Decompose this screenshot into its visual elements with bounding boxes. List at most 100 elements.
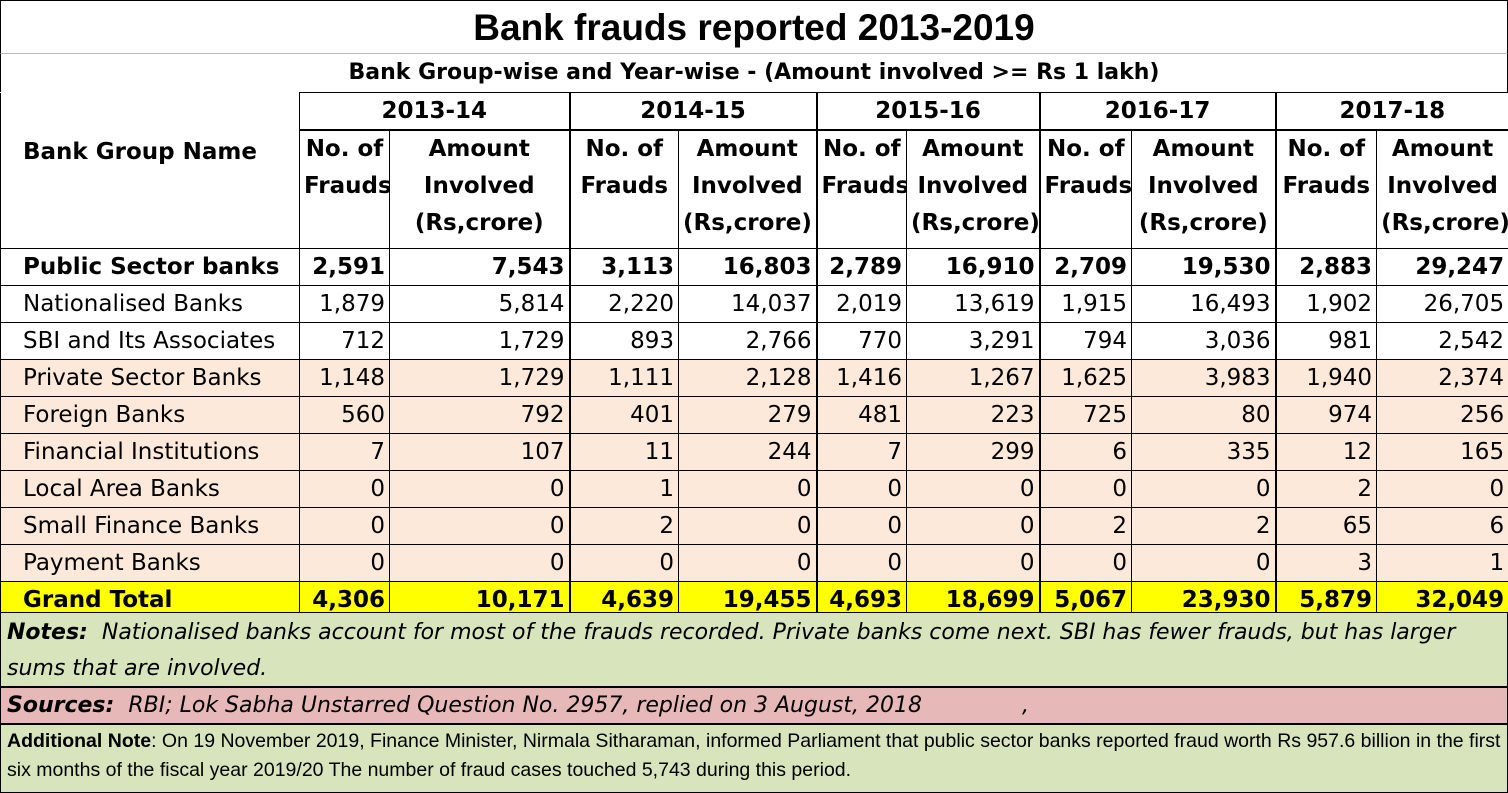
frauds-count-cell: 560 [299,396,390,434]
table-row: Local Area Banks 0 0 1 0 0 0 0 0 2 0 [0,470,1508,508]
frauds-count-cell: 2,019 [815,285,908,323]
frauds-count-cell: 2 [1274,470,1378,508]
amount-cell: 14,037 [678,285,818,323]
frauds-count-cell: 2 [568,507,680,545]
bank-group-name: Local Area Banks [0,470,300,508]
amount-cell: 80 [1131,396,1277,434]
amount-cell: 19,530 [1131,248,1277,286]
amount-cell: 26,705 [1376,285,1508,323]
frauds-count-cell: 3,113 [568,248,680,286]
bank-group-name: Financial Institutions [0,433,300,471]
additional-note-label: Additional Note [7,730,152,752]
amount-cell: 1,267 [906,359,1041,397]
additional-note-box: Additional Note: On 19 November 2019, Fi… [0,724,1508,793]
frauds-count-header: No. of Frauds [299,129,390,249]
bank-group-name: Small Finance Banks [0,507,300,545]
page-title: Bank frauds reported 2013-2019 [0,0,1508,54]
amount-cell: 0 [1131,544,1277,582]
amount-cell: 792 [388,396,571,434]
additional-note-text: : On 19 November 2019, Finance Minister,… [7,730,1501,781]
frauds-count-cell: 1,902 [1274,285,1378,323]
frauds-count-cell: 2,591 [299,248,390,286]
notes-text: Nationalised banks account for most of t… [7,620,1456,681]
amount-cell: 13,619 [906,285,1041,323]
amount-cell: 16,803 [678,248,818,286]
frauds-count-cell: 0 [568,544,680,582]
amount-cell: 107 [388,433,571,471]
amount-cell: 244 [678,433,818,471]
amount-cell: 0 [678,544,818,582]
frauds-count-cell: 981 [1274,322,1378,360]
frauds-count-cell: 712 [299,322,390,360]
frauds-count-cell: 481 [815,396,908,434]
amount-cell: 223 [906,396,1041,434]
amount-cell: 279 [678,396,818,434]
amount-cell: 0 [388,507,571,545]
frauds-count-cell: 893 [568,322,680,360]
frauds-count-header: No. of Frauds [568,129,680,249]
table-body: Public Sector banks 2,591 7,543 3,113 16,803… [0,248,1508,619]
year-header: 2016-17 [1038,92,1277,131]
table-row: Foreign Banks 560 792 401 279 481 223 725 80 974 2… [0,396,1508,434]
year-header: 2013-14 [298,92,571,131]
amount-cell: 5,814 [388,285,571,323]
table-row: Financial Institutions 7 107 11 244 7 299 6 335 1… [0,433,1508,471]
frauds-count-cell: 1,111 [568,359,680,397]
table-row: Private Sector Banks 1,148 1,729 1,111 2,128… [0,359,1508,397]
table-row: Nationalised Banks 1,879 5,814 2,220 14,037 2… [0,285,1508,323]
frauds-count-cell: 0 [815,507,908,545]
frauds-count-cell: 2,789 [815,248,908,286]
frauds-count-cell: 11 [568,433,680,471]
frauds-count-cell: 1 [568,470,680,508]
amount-cell: 0 [678,470,818,508]
amount-cell: 256 [1376,396,1508,434]
amount-cell: 1 [1376,544,1508,582]
frauds-count-cell: 12 [1274,433,1378,471]
amount-involved-header: Amount Involved (Rs,crore) [1376,129,1508,249]
notes-label: Notes: [7,620,88,645]
fraud-table: 2013-14 2014-15 2015-16 2016-17 2017-18 … [0,92,1508,619]
amount-cell: 16,493 [1131,285,1277,323]
bank-group-name: SBI and Its Associates [0,322,300,360]
amount-cell: 2,542 [1376,322,1508,360]
frauds-count-header: No. of Frauds [1274,129,1378,249]
frauds-count-cell: 7 [815,433,908,471]
amount-cell: 6 [1376,507,1508,545]
frauds-count-cell: 0 [815,470,908,508]
amount-cell: 3,036 [1131,322,1277,360]
amount-cell: 0 [678,507,818,545]
frauds-count-cell: 0 [299,507,390,545]
amount-involved-header: Amount Involved (Rs,crore) [906,129,1041,249]
amount-cell: 2,374 [1376,359,1508,397]
amount-involved-header: Amount Involved (Rs,crore) [1131,129,1277,249]
amount-cell: 3,291 [906,322,1041,360]
frauds-count-cell: 401 [568,396,680,434]
frauds-count-cell: 1,625 [1038,359,1133,397]
sources-box: Sources: RBI; Lok Sabha Unstarred Questi… [0,687,1508,724]
frauds-count-cell: 0 [1038,470,1133,508]
amount-cell: 0 [906,470,1041,508]
amount-involved-header: Amount Involved (Rs,crore) [388,129,571,249]
year-header: 2017-18 [1274,92,1508,131]
frauds-count-cell: 2,220 [568,285,680,323]
amount-cell: 1,729 [388,322,571,360]
amount-cell: 0 [1131,470,1277,508]
bank-group-name: Foreign Banks [0,396,300,434]
amount-cell: 0 [906,544,1041,582]
frauds-count-cell: 725 [1038,396,1133,434]
amount-cell: 1,729 [388,359,571,397]
amount-cell: 3,983 [1131,359,1277,397]
bank-group-name: Public Sector banks [0,248,300,286]
frauds-count-cell: 2,709 [1038,248,1133,286]
year-header: 2014-15 [568,92,818,131]
amount-cell: 0 [388,470,571,508]
sources-trailing: , [1021,693,1029,718]
frauds-count-cell: 794 [1038,322,1133,360]
amount-cell: 0 [1376,470,1508,508]
amount-cell: 2,766 [678,322,818,360]
amount-cell: 0 [388,544,571,582]
frauds-count-cell: 1,879 [299,285,390,323]
frauds-count-cell: 974 [1274,396,1378,434]
amount-cell: 29,247 [1376,248,1508,286]
frauds-count-cell: 65 [1274,507,1378,545]
